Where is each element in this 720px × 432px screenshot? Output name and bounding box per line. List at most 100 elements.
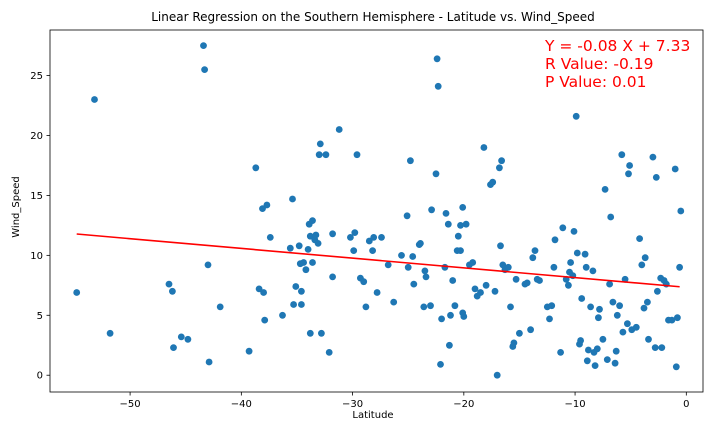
data-point (437, 361, 444, 368)
y-tick-labels: 0 5 10 15 20 25 (30, 71, 43, 382)
x-tick-label: −30 (342, 399, 363, 410)
data-point (420, 303, 428, 311)
data-point (261, 316, 269, 324)
data-point (362, 303, 370, 311)
axis-ticks (46, 75, 687, 396)
data-point (516, 329, 523, 337)
data-point (73, 289, 81, 296)
y-tick-label: 20 (30, 131, 43, 142)
data-point (335, 126, 343, 133)
data-point (591, 362, 599, 369)
data-point (447, 311, 454, 319)
data-point (252, 164, 260, 172)
data-point (370, 234, 378, 241)
data-point (551, 236, 559, 244)
x-axis-label: Latitude (352, 410, 393, 421)
data-point (609, 298, 617, 306)
data-point (421, 267, 429, 275)
regression-equation: Y = -0.08 X + 7.33 (544, 37, 690, 55)
data-point (621, 275, 629, 283)
data-point (606, 280, 613, 288)
y-tick-label: 5 (37, 311, 43, 322)
data-point (676, 263, 683, 271)
data-point (624, 320, 631, 328)
data-point (529, 254, 537, 262)
data-points (73, 42, 685, 379)
data-point (433, 55, 441, 63)
x-tick-label: 0 (683, 399, 689, 410)
data-point (165, 280, 173, 288)
data-point (353, 151, 361, 159)
data-point (216, 303, 224, 311)
data-point (570, 228, 578, 235)
data-point (295, 242, 303, 250)
data-point (442, 210, 450, 217)
data-point (460, 313, 468, 320)
data-point (325, 349, 333, 356)
data-point (266, 234, 274, 241)
data-point (314, 240, 322, 247)
data-point (572, 112, 580, 120)
data-point (652, 174, 660, 181)
data-point (596, 305, 603, 313)
data-point (489, 178, 497, 186)
data-point (309, 217, 316, 225)
data-point (422, 273, 430, 281)
data-point (404, 263, 412, 271)
data-point (329, 230, 336, 238)
data-point (279, 311, 286, 319)
data-point (360, 278, 368, 286)
data-point (329, 273, 336, 281)
data-point (304, 246, 312, 253)
x-tick-label: −50 (120, 399, 141, 410)
data-point (177, 333, 185, 341)
data-point (603, 356, 611, 363)
data-point (638, 261, 646, 269)
data-point (292, 283, 300, 290)
data-point (205, 358, 213, 366)
data-point (471, 285, 479, 293)
data-point (201, 66, 209, 73)
data-point (497, 242, 504, 250)
data-point (417, 240, 424, 247)
data-point (674, 314, 681, 322)
data-point (350, 247, 358, 255)
x-tick-label: −40 (231, 399, 252, 410)
data-point (550, 263, 558, 271)
data-point (322, 151, 330, 159)
data-point (641, 254, 649, 262)
data-point (587, 303, 594, 311)
data-point (527, 326, 534, 334)
x-tick-label: −10 (565, 399, 586, 410)
data-point (498, 157, 505, 165)
data-point (351, 229, 359, 237)
data-point (672, 363, 680, 371)
data-point (298, 301, 305, 308)
data-point (204, 261, 212, 269)
data-point (347, 234, 354, 241)
y-axis-label: Wind_Speed (11, 176, 22, 237)
data-point (316, 140, 324, 148)
data-point (444, 220, 452, 228)
data-point (645, 335, 652, 343)
data-point (410, 280, 418, 288)
data-point (632, 323, 640, 331)
data-point (618, 151, 626, 159)
data-point (546, 315, 553, 323)
data-point (644, 298, 651, 306)
plot-frame (49, 29, 704, 393)
data-point (302, 266, 310, 274)
data-point (577, 337, 584, 344)
data-point (106, 329, 114, 337)
data-point (531, 247, 539, 255)
data-point (557, 349, 564, 356)
data-point (567, 259, 574, 266)
data-point (512, 275, 520, 283)
data-point (446, 341, 453, 349)
data-point (559, 224, 567, 232)
x-tick-labels: −50 −40 −30 −20 −10 0 (120, 399, 690, 410)
data-point (654, 287, 661, 295)
data-point (398, 252, 405, 259)
data-point (373, 289, 381, 296)
